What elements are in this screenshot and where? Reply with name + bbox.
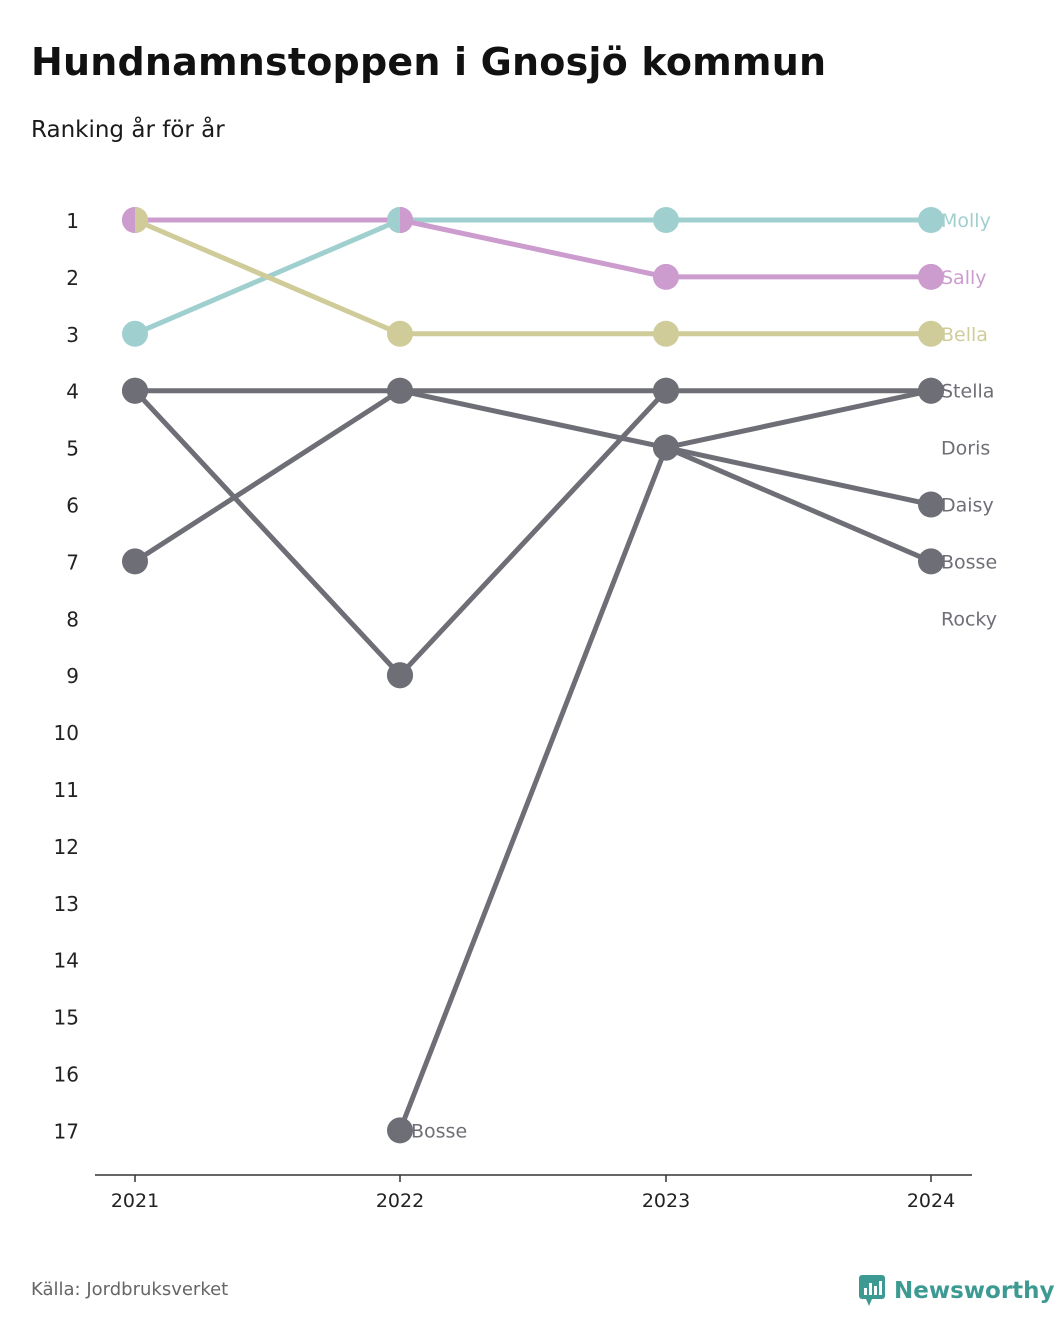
series-point: [918, 491, 944, 518]
chart-subtitle: Ranking år för år: [31, 117, 225, 143]
series-end-label: Rocky: [941, 608, 997, 630]
y-tick-label: 4: [66, 380, 79, 404]
series-point-stella: [122, 548, 148, 575]
series-point-rocky: [387, 662, 413, 689]
series-end-label: Daisy: [941, 495, 994, 517]
series-point-molly: [122, 320, 148, 347]
x-tick-label: 2023: [642, 1190, 690, 1212]
point-label: Bosse: [411, 1120, 467, 1142]
series-point-bella: [387, 320, 413, 347]
y-tick-label: 12: [54, 835, 79, 859]
x-tick-label: 2022: [376, 1190, 424, 1212]
y-tick-label: 5: [66, 437, 79, 461]
split-point-right: [400, 207, 413, 233]
series-line-doris: [397, 388, 669, 451]
series-point-sally: [918, 263, 944, 290]
series-line-stella: [132, 388, 403, 564]
y-tick-label: 8: [66, 607, 79, 631]
series-end-label: Doris: [941, 438, 990, 460]
newsworthy-icon: [859, 1275, 885, 1306]
series-point-bosse: [653, 434, 679, 461]
series-point-doris: [387, 377, 413, 404]
series-point-bella: [653, 320, 679, 347]
split-point-left: [387, 207, 400, 233]
y-tick-label: 3: [66, 323, 79, 347]
series-line-daisy: [397, 388, 669, 678]
x-tick-label: 2021: [111, 1190, 159, 1212]
series-point-molly: [653, 207, 679, 233]
y-tick-label: 10: [54, 721, 79, 745]
series-line-bosse: [397, 445, 669, 1133]
series-point-sally: [653, 263, 679, 290]
series-line-segment: [663, 445, 934, 564]
split-point-left: [122, 207, 135, 233]
y-tick-label: 14: [54, 949, 79, 973]
series-point: [918, 548, 944, 575]
series-point-bosse: [918, 377, 944, 404]
series-line-bosse: [663, 388, 934, 451]
series-line-bella: [132, 217, 403, 337]
series-line-rocky: [132, 388, 403, 678]
source-note: Källa: Jordbruksverket: [31, 1279, 229, 1300]
y-tick-label: 1: [66, 209, 79, 233]
series-end-label: Bella: [941, 324, 988, 346]
chart-title: Hundnamnstoppen i Gnosjö kommun: [31, 40, 827, 84]
y-tick-label: 2: [66, 266, 79, 290]
y-tick-label: 13: [54, 892, 79, 916]
x-tick-label: 2024: [907, 1190, 955, 1212]
series-point-bella: [918, 320, 944, 347]
split-point-right: [135, 207, 148, 233]
y-tick-label: 17: [54, 1119, 79, 1143]
y-tick-label: 16: [54, 1063, 79, 1087]
series-line-segment: [663, 445, 934, 507]
y-tick-label: 9: [66, 664, 79, 688]
series-end-label: Stella: [941, 381, 994, 403]
series-line-sally: [397, 217, 669, 280]
brand-logo: Newsworthy: [858, 1274, 1055, 1308]
series-end-label: Sally: [941, 267, 987, 289]
series-end-label: Molly: [941, 210, 991, 232]
series-point-daisy: [653, 377, 679, 404]
y-tick-label: 15: [54, 1006, 79, 1030]
brand-name: Newsworthy: [894, 1278, 1055, 1304]
series-point-rocky: [122, 377, 148, 404]
y-tick-label: 11: [54, 778, 79, 802]
series-end-label: Bosse: [941, 551, 997, 573]
y-tick-label: 7: [66, 550, 79, 574]
series-point-molly: [918, 207, 944, 233]
series-point-bosse: [387, 1117, 413, 1144]
y-tick-label: 6: [66, 494, 79, 518]
